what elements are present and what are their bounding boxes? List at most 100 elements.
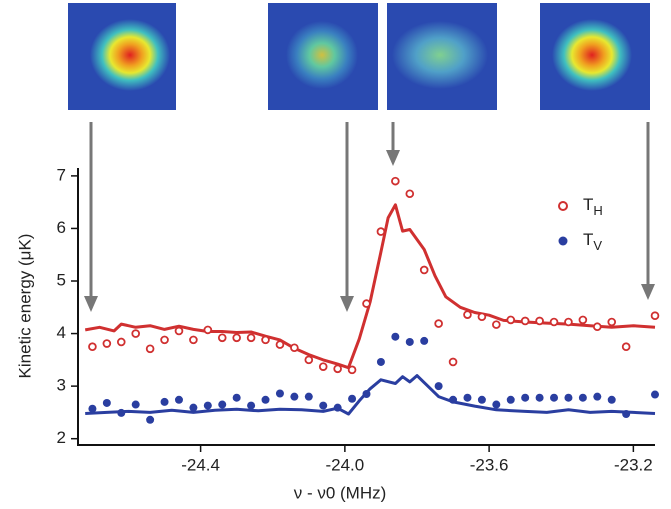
data-point (291, 344, 298, 351)
data-point (233, 394, 241, 402)
data-point (478, 396, 486, 404)
data-point (334, 404, 342, 412)
y-tick-label: 4 (57, 323, 66, 342)
model-line (85, 205, 655, 368)
data-point (463, 394, 471, 402)
cloud (552, 19, 632, 91)
data-point (536, 318, 543, 325)
x-axis-label: ν - ν0 (MHz) (294, 483, 387, 502)
legend-label: TH (583, 195, 603, 218)
data-point (378, 228, 385, 235)
data-point (277, 341, 284, 348)
data-point (608, 396, 616, 404)
y-tick-label: 7 (57, 165, 66, 184)
arrow-head (84, 296, 98, 312)
data-point (406, 190, 413, 197)
data-point (551, 319, 558, 326)
data-point (219, 334, 226, 341)
arrow-head (386, 150, 400, 166)
data-point (392, 178, 399, 185)
data-point (132, 330, 139, 337)
data-point (651, 391, 659, 399)
data-point (435, 382, 443, 390)
data-point (493, 321, 500, 328)
data-point (492, 401, 500, 409)
data-point (623, 343, 630, 350)
thumbnails (68, 3, 650, 110)
data-point (377, 358, 385, 366)
data-point (579, 394, 587, 402)
data-point (522, 318, 529, 325)
data-point (435, 320, 442, 327)
arrow-head (340, 296, 354, 312)
data-point (247, 402, 255, 410)
data-point (420, 337, 428, 345)
data-point (305, 393, 313, 401)
data-point (233, 334, 240, 341)
data-point (507, 396, 515, 404)
data-point (406, 338, 414, 346)
data-point (449, 396, 457, 404)
data-point (262, 336, 269, 343)
data-point (363, 390, 371, 398)
y-tick-label: 3 (57, 376, 66, 395)
data-point (450, 359, 457, 366)
data-point (348, 395, 356, 403)
arrow-head (641, 284, 655, 300)
data-point (550, 394, 558, 402)
x-tick-label: -23.6 (470, 455, 509, 474)
data-point (593, 393, 601, 401)
y-tick-label: 5 (57, 270, 66, 289)
x-tick-label: -24.4 (181, 455, 220, 474)
data-point (204, 326, 211, 333)
x-tick-label: -24.0 (325, 455, 364, 474)
data-point (536, 394, 544, 402)
data-point (190, 336, 197, 343)
cloud (392, 21, 488, 89)
legend-marker (559, 237, 568, 246)
data-point (276, 389, 284, 397)
data-point (464, 311, 471, 318)
data-point (189, 404, 197, 412)
cloud (90, 19, 170, 91)
data-point (262, 396, 270, 404)
cloud (286, 21, 358, 89)
legend-label: TV (583, 230, 602, 253)
data-point (349, 366, 356, 373)
data-point (564, 394, 572, 402)
arrows (84, 122, 655, 312)
data-point (507, 317, 514, 324)
data-point (305, 356, 312, 363)
data-point (248, 334, 255, 341)
x-tick-label: -23.2 (614, 455, 653, 474)
data-point (88, 405, 96, 413)
data-point (103, 340, 110, 347)
data-point (161, 336, 168, 343)
data-point (89, 343, 96, 350)
data-point (565, 319, 572, 326)
data-point (334, 365, 341, 372)
data-point (521, 394, 529, 402)
data-point (118, 339, 125, 346)
data-point (132, 401, 140, 409)
data-point (479, 313, 486, 320)
data-point (652, 312, 659, 319)
data-point (608, 319, 615, 326)
data-point (161, 398, 169, 406)
y-axis-label: Kinetic energy (μK) (15, 234, 34, 379)
data-point (146, 416, 154, 424)
data-point (103, 399, 111, 407)
y-tick-label: 2 (57, 428, 66, 447)
data-point (175, 396, 183, 404)
data-point (117, 409, 125, 417)
data-point (204, 402, 212, 410)
chart: ν - ν0 (MHz) Kinetic energy (μK) 2 3 4 5 6 7 -… (0, 0, 671, 509)
data-point (218, 401, 226, 409)
data-point (579, 317, 586, 324)
data-point (622, 410, 630, 418)
data-point (319, 402, 327, 410)
y-tick-label: 6 (57, 218, 66, 237)
data-point (290, 393, 298, 401)
data-point (147, 345, 154, 352)
data-point (320, 363, 327, 370)
